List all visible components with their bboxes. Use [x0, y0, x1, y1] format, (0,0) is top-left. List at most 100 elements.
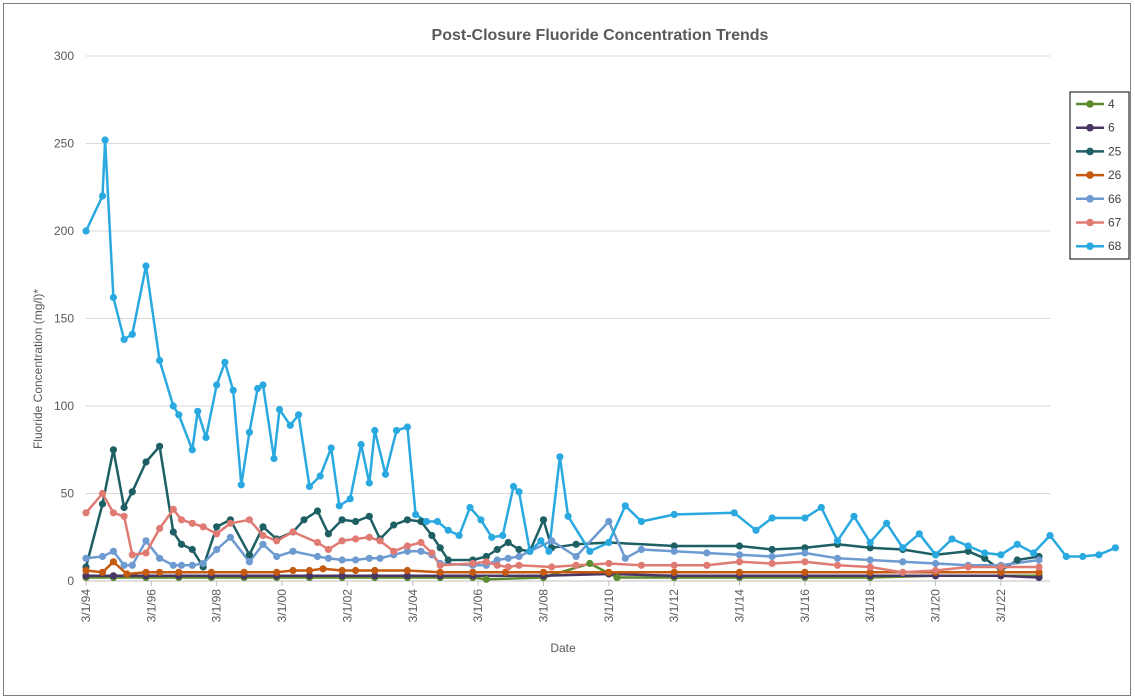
data-point-25: [213, 523, 221, 531]
legend-marker-26: [1086, 171, 1094, 179]
data-point-26: [305, 566, 314, 575]
data-point-6: [82, 572, 90, 580]
data-point-67: [899, 568, 907, 576]
data-point-66: [899, 558, 907, 566]
data-point-66: [169, 561, 177, 569]
series-line-68: [84, 138, 1116, 558]
data-point-68: [850, 512, 858, 520]
data-point-68: [621, 502, 629, 510]
data-point-67: [142, 549, 150, 557]
data-point-66: [670, 547, 678, 555]
data-point-66: [338, 556, 346, 564]
legend-marker-66: [1086, 195, 1094, 203]
data-point-6: [371, 572, 379, 580]
data-point-68: [1062, 552, 1070, 561]
legend: 4 6 25 26 66 67 68: [1069, 91, 1130, 260]
y-tick-label: 300: [54, 49, 74, 63]
legend-label: 25: [1108, 144, 1122, 158]
data-point-66: [417, 547, 425, 555]
data-point-68: [670, 510, 678, 519]
data-point-25: [504, 538, 512, 547]
y-tick-label: 100: [54, 399, 74, 413]
data-point-66: [82, 554, 90, 562]
data-point-67: [964, 563, 972, 571]
data-point-4: [586, 559, 594, 568]
data-point-67: [289, 528, 297, 536]
data-point-67: [259, 531, 267, 540]
data-point-68: [237, 481, 245, 489]
data-point-25: [128, 488, 136, 496]
data-point-4: [613, 573, 621, 582]
data-point-68: [586, 547, 594, 555]
data-point-68: [1111, 544, 1119, 552]
data-point-68: [433, 517, 441, 526]
data-point-67: [226, 519, 234, 527]
data-point-25: [866, 544, 874, 552]
data-point-67: [670, 561, 678, 569]
data-point-25: [964, 547, 972, 555]
data-point-67: [313, 538, 322, 547]
data-point-66: [259, 540, 267, 548]
data-point-67: [493, 561, 501, 569]
data-point-25: [142, 458, 150, 466]
data-point-25: [515, 545, 523, 554]
data-point-66: [376, 554, 384, 562]
data-point-68: [346, 495, 354, 503]
data-point-67: [352, 535, 360, 543]
data-point-68: [109, 293, 117, 302]
data-point-66: [403, 547, 411, 555]
x-tick-label: 3/1/00: [275, 589, 289, 623]
data-point-26: [273, 568, 281, 576]
data-point-66: [109, 547, 117, 555]
data-point-68: [564, 512, 572, 520]
data-point-67: [273, 537, 281, 545]
data-point-25: [188, 545, 196, 554]
legend-label: 6: [1108, 121, 1115, 135]
data-point-26: [866, 568, 874, 576]
y-tick-label: 0: [67, 574, 74, 588]
data-point-66: [199, 559, 207, 568]
data-point-67: [169, 505, 177, 513]
data-point-68: [605, 538, 613, 547]
data-point-66: [226, 533, 234, 541]
data-point-26: [1035, 568, 1043, 576]
data-point-67: [109, 509, 117, 517]
data-point-67: [199, 523, 207, 531]
data-point-68: [259, 381, 267, 389]
data-point-68: [229, 386, 237, 394]
legend-marker-4: [1086, 100, 1094, 108]
data-point-68: [142, 262, 150, 270]
data-point-25: [493, 545, 501, 554]
data-point-68: [545, 547, 553, 555]
data-point-25: [313, 507, 322, 515]
data-point-67: [365, 533, 373, 541]
data-point-68: [526, 547, 534, 555]
data-point-26: [436, 568, 444, 576]
data-point-66: [213, 545, 221, 554]
data-point-68: [997, 551, 1005, 559]
x-tick-label: 3/1/16: [798, 589, 812, 623]
data-point-66: [548, 537, 556, 545]
data-point-66: [98, 552, 107, 561]
chart-area: Post-Closure Fluoride Concentration Tren…: [3, 3, 1131, 696]
data-point-67: [120, 512, 128, 520]
data-point-66: [605, 517, 613, 526]
data-point-25: [365, 512, 373, 520]
data-point-68: [1013, 540, 1021, 548]
x-tick-label: 3/1/20: [929, 589, 943, 623]
y-tick-label: 250: [54, 137, 74, 151]
data-point-26: [109, 558, 117, 566]
data-point-68: [509, 482, 518, 491]
data-point-66: [313, 552, 322, 561]
data-point-25: [156, 442, 164, 450]
data-point-68: [499, 531, 507, 540]
data-point-68: [537, 537, 545, 545]
data-point-25: [403, 516, 411, 524]
data-point-66: [245, 558, 253, 566]
data-point-68: [188, 446, 196, 454]
data-point-66: [515, 552, 523, 561]
data-point-68: [175, 411, 183, 419]
data-point-66: [637, 545, 646, 554]
data-point-26: [175, 568, 183, 576]
data-point-68: [286, 421, 294, 429]
